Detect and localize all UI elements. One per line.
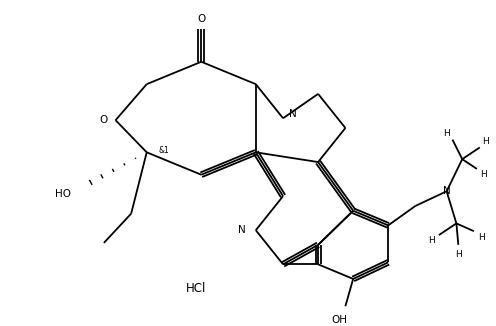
Text: H: H xyxy=(482,137,489,146)
Text: OH: OH xyxy=(331,315,348,325)
Text: H: H xyxy=(443,129,450,138)
Text: H: H xyxy=(428,236,434,245)
Text: O: O xyxy=(197,14,205,24)
Text: HO: HO xyxy=(55,189,71,199)
Text: H: H xyxy=(478,232,485,242)
Text: N: N xyxy=(443,186,450,196)
Text: H: H xyxy=(480,170,487,179)
Text: HCl: HCl xyxy=(186,282,206,295)
Text: N: N xyxy=(289,109,297,119)
Text: N: N xyxy=(238,225,246,235)
Text: H: H xyxy=(455,250,462,259)
Text: &1: &1 xyxy=(159,146,170,155)
Text: O: O xyxy=(100,115,108,125)
